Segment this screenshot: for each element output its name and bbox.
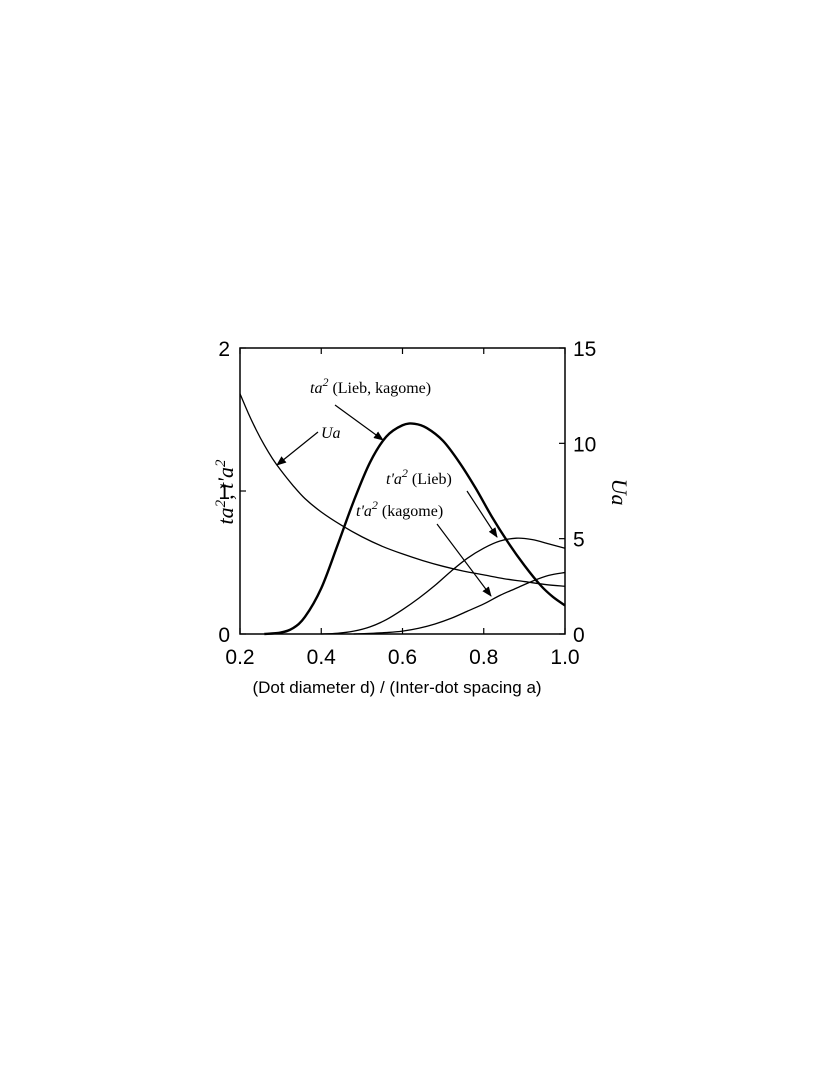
x-tick-label: 0.6 xyxy=(388,646,417,669)
y-left-axis-label: ta2, t'a2 xyxy=(213,459,238,524)
y-right-tick-label: 15 xyxy=(573,338,596,361)
arrow-ua xyxy=(276,431,319,466)
arrow-tpa2-kagome xyxy=(436,523,492,597)
x-tick-label: 1.0 xyxy=(550,646,579,669)
y-left-tick-label: 2 xyxy=(218,338,230,361)
x-tick-label: 0.8 xyxy=(469,646,498,669)
y-left-tick-labels: 0 1 2 xyxy=(218,338,230,647)
y-right-tick-label: 0 xyxy=(573,624,585,647)
x-tick-label: 0.2 xyxy=(225,646,254,669)
arrow-tpa2-lieb xyxy=(466,490,498,538)
y-right-tick-labels: 0 5 10 15 xyxy=(573,338,596,647)
y-left-tick-label: 1 xyxy=(218,481,230,504)
y-left-tick-label: 0 xyxy=(218,624,230,647)
ticks xyxy=(239,347,566,635)
x-tick-labels: 0.2 0.4 0.6 0.8 1.0 xyxy=(225,646,579,669)
series-line-1 xyxy=(264,422,566,636)
y-right-tick-label: 10 xyxy=(573,433,596,456)
annotation-ta2: ta2 (Lieb, kagome) xyxy=(310,375,431,397)
annotation-tpa2-kagome: t'a2 (kagome) xyxy=(356,498,443,520)
series-line-4 xyxy=(239,393,566,587)
y-right-tick-label: 5 xyxy=(573,529,585,552)
x-tick-label: 0.4 xyxy=(307,646,337,669)
series-line-3 xyxy=(353,571,566,635)
annotation-ua: Ua xyxy=(321,425,341,442)
series-lines xyxy=(239,393,566,636)
y-right-axis-label: Ua xyxy=(607,479,632,506)
annotation-tpa2-lieb: t'a2 (Lieb) xyxy=(386,466,452,488)
series-line-2 xyxy=(321,537,566,635)
x-axis-label: (Dot diameter d) / (Inter-dot spacing a) xyxy=(252,678,541,697)
arrow-ta2 xyxy=(334,404,384,441)
